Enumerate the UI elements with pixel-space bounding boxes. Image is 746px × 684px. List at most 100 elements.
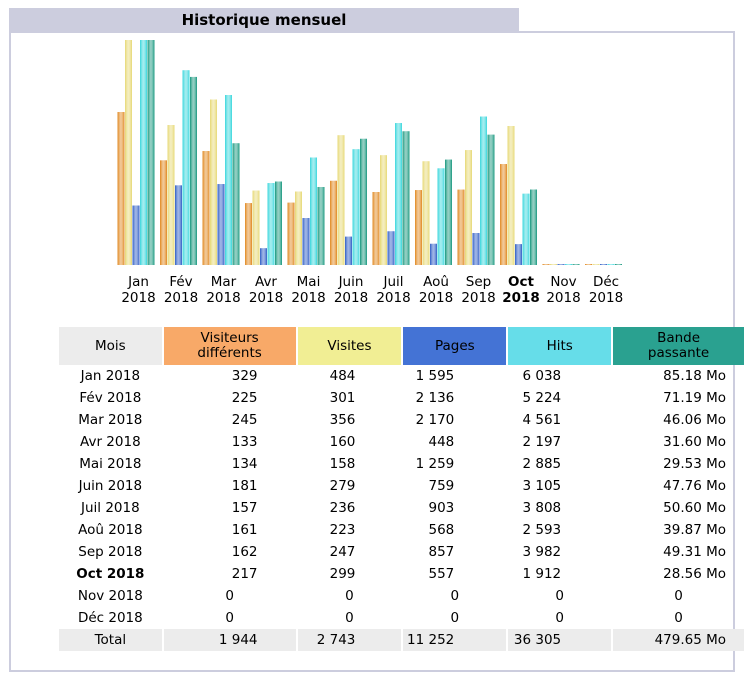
bar-shade-pages-10 — [557, 264, 565, 265]
bar-shade-visitors-3 — [245, 203, 252, 265]
month-label: Nov — [550, 274, 576, 290]
cell-pages: 557 — [428, 566, 455, 582]
cell-bandwidth: 71.19 Mo — [663, 390, 726, 406]
cell-month: Juin 2018 — [78, 478, 143, 494]
cell-visitors: 0 — [225, 588, 234, 604]
month-label: Avr — [255, 274, 277, 290]
month-label: Oct — [508, 274, 534, 290]
bar-shade-pages-5 — [345, 236, 352, 265]
bar-shade-visitors-11 — [585, 264, 592, 265]
cell-bandwidth: 28.56 Mo — [663, 566, 726, 582]
table-row: Juin 2018 181 279 759 3 105 47.76 Mo — [59, 475, 744, 497]
cell-month: Déc 2018 — [77, 610, 143, 626]
cell-hits: 0 — [555, 588, 565, 604]
table-row: Mar 2018 245 356 2 170 4 561 46.06 Mo — [59, 409, 744, 431]
cell-hits: 3 982 — [522, 544, 562, 560]
cell-visits: 484 — [329, 368, 356, 384]
bar-shade-visits-5 — [337, 135, 345, 265]
year-label: 2018 — [206, 290, 240, 306]
bar-shade-hits-3 — [267, 183, 275, 265]
cell-visits: 301 — [329, 390, 356, 406]
cell-month: Avr 2018 — [80, 434, 141, 450]
table-row: Fév 2018 225 301 2 136 5 224 71.19 Mo — [59, 387, 744, 409]
cell-bandwidth: 31.60 Mo — [663, 434, 726, 450]
bar-shade-visitors-0 — [117, 112, 125, 265]
cell-month: Fév 2018 — [79, 390, 142, 406]
bar-shade-visits-10 — [550, 264, 557, 265]
monthly-history-chart: Jan2018Fév2018Mar2018Avr2018Mai2018Juin2… — [117, 40, 623, 306]
cell-hits: 3 105 — [522, 478, 562, 494]
cell-pages: 1 259 — [415, 456, 455, 472]
cell-visits: 356 — [329, 412, 356, 428]
bar-shade-bandwidth-0 — [147, 40, 155, 265]
table-body: Jan 2018 329 484 1 595 6 038 85.18 Mo Fév 2018… — [59, 365, 744, 651]
table-row: Aoû 2018 161 223 568 2 593 39.87 Mo — [59, 519, 744, 541]
cell-visits: 236 — [329, 500, 356, 516]
cell-month: Nov 2018 — [77, 588, 143, 604]
bar-shade-bandwidth-10 — [572, 264, 580, 265]
bar-shade-pages-8 — [472, 233, 480, 265]
bar-shade-pages-3 — [260, 248, 267, 265]
cell-hits: 2 593 — [522, 522, 562, 538]
month-label: Juin — [338, 274, 364, 290]
bar-shade-pages-2 — [217, 184, 225, 265]
cell-month: Aoû 2018 — [78, 522, 143, 538]
cell-pages: 2 170 — [415, 412, 455, 428]
bar-shade-visitors-8 — [457, 189, 465, 265]
header-bandwidth: Bande passante — [613, 327, 744, 365]
cell-hits: 3 808 — [522, 500, 562, 516]
year-label: 2018 — [546, 290, 580, 306]
cell-pages: 1 595 — [415, 368, 455, 384]
bar-shade-visitors-2 — [202, 151, 210, 265]
bar-shade-hits-8 — [480, 116, 487, 265]
cell-visitors: 1 944 — [163, 629, 296, 651]
bar-shade-hits-9 — [522, 193, 530, 265]
table-row: Jan 2018 329 484 1 595 6 038 85.18 Mo — [59, 365, 744, 387]
cell-visits: 223 — [329, 522, 356, 538]
year-label: 2018 — [164, 290, 198, 306]
bar-shade-hits-4 — [310, 157, 317, 265]
cell-hits: 1 912 — [522, 566, 562, 582]
cell-pages: 11 252 — [403, 629, 507, 651]
bar-shade-visitors-5 — [330, 180, 337, 265]
bar-shade-visits-0 — [125, 40, 132, 265]
cell-hits: 4 561 — [522, 412, 562, 428]
cell-visitors: 225 — [231, 390, 258, 406]
month-label: Sep — [466, 274, 491, 290]
table-row: Oct 2018 217 299 557 1 912 28.56 Mo — [59, 563, 744, 585]
header-visits: Visites — [297, 327, 402, 365]
cell-visitors: 0 — [225, 610, 234, 626]
page-title: Historique mensuel — [181, 11, 347, 29]
bar-shade-visitors-1 — [160, 160, 167, 265]
cell-visitors: 133 — [231, 434, 258, 450]
cell-visitors: 161 — [231, 522, 258, 538]
title-tab: Historique mensuel — [9, 8, 519, 32]
bar-shade-bandwidth-1 — [190, 76, 197, 265]
month-label: Jan — [127, 274, 149, 290]
cell-visitors: 157 — [231, 500, 258, 516]
cell-bandwidth: 50.60 Mo — [663, 500, 726, 516]
cell-visits: 0 — [345, 610, 354, 626]
cell-pages: 759 — [428, 478, 455, 494]
year-label: 2018 — [461, 290, 495, 306]
bar-shade-hits-11 — [607, 264, 615, 265]
cell-bandwidth: 0 — [674, 588, 683, 604]
cell-visits: 158 — [329, 456, 356, 472]
table-header-row: Mois Visiteurs différents Visites Pages Hits… — [59, 327, 744, 365]
bar-shade-hits-7 — [437, 168, 445, 265]
cell-month: Sep 2018 — [78, 544, 143, 560]
cell-pages: 448 — [428, 434, 455, 450]
cell-visitors: 162 — [231, 544, 258, 560]
month-label: Déc — [593, 274, 619, 290]
year-label: 2018 — [291, 290, 325, 306]
cell-visitors: 217 — [231, 566, 258, 582]
bar-shade-visits-9 — [507, 126, 515, 265]
bar-shade-visits-11 — [592, 264, 600, 265]
cell-month: Mai 2018 — [79, 456, 142, 472]
cell-visits: 0 — [345, 588, 354, 604]
bar-shade-visits-1 — [167, 125, 175, 265]
bar-shade-hits-0 — [140, 40, 147, 265]
table-row: Juil 2018 157 236 903 3 808 50.60 Mo — [59, 497, 744, 519]
year-label: 2018 — [249, 290, 283, 306]
cell-month: Jan 2018 — [80, 368, 141, 384]
